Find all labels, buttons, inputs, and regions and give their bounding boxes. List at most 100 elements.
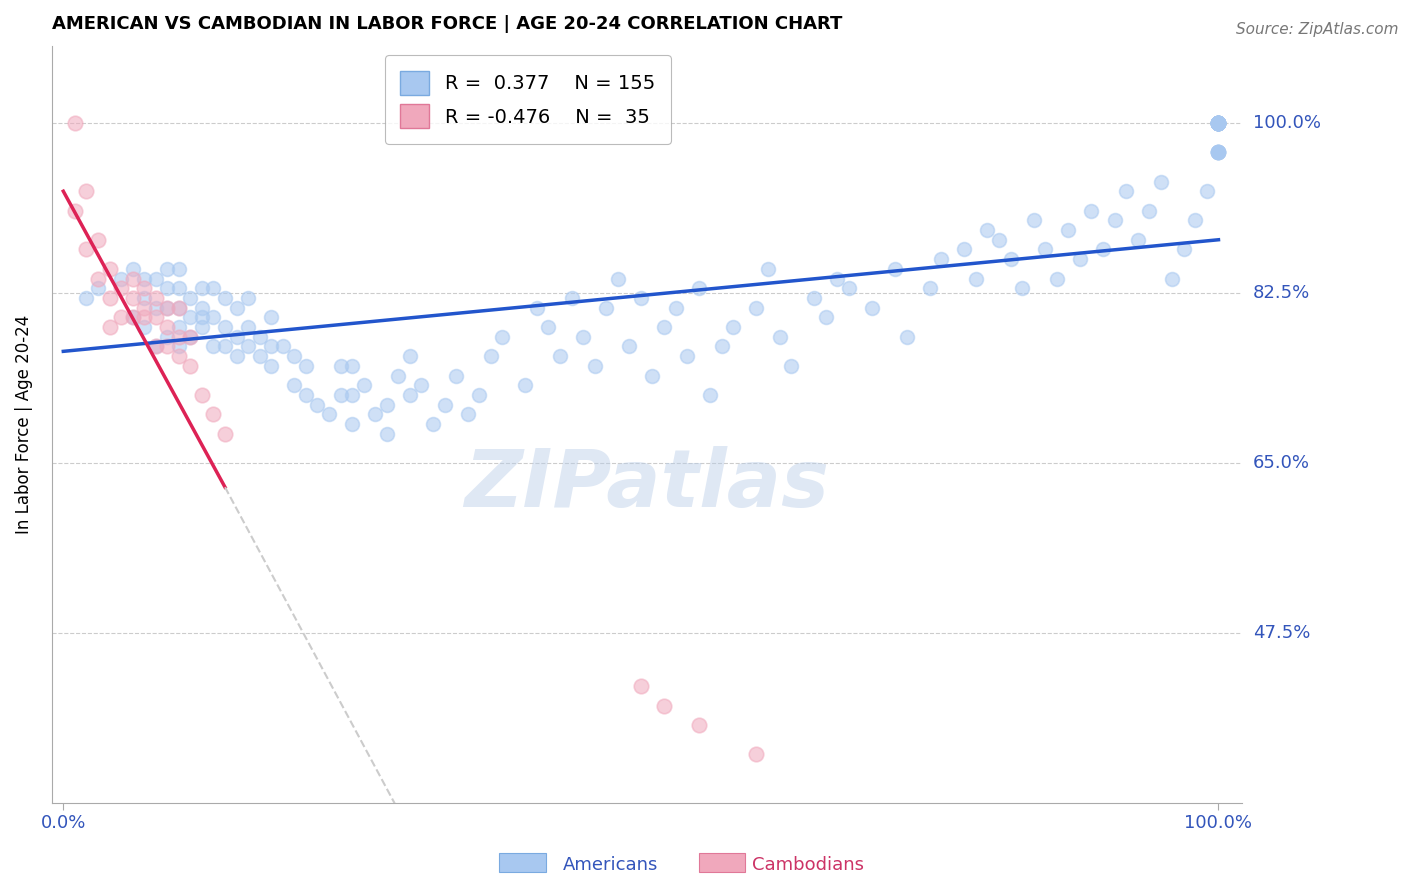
Point [1208,145,1230,160]
Point [399,349,422,363]
Point [353,378,375,392]
Point [145,291,167,305]
Point [457,408,479,422]
Point [75,291,97,305]
Point [134,310,156,325]
Point [1126,233,1149,247]
Point [1080,203,1102,218]
Point [537,320,560,334]
Point [202,408,225,422]
Point [1033,243,1056,257]
Point [1208,145,1230,160]
Point [411,378,433,392]
Point [283,378,305,392]
Point [745,747,768,761]
Point [515,378,537,392]
Point [283,349,305,363]
Point [630,679,652,693]
Point [688,281,710,295]
Point [134,281,156,295]
Point [652,320,675,334]
Point [583,359,606,373]
Point [422,417,444,431]
Point [1057,223,1080,237]
Y-axis label: In Labor Force | Age 20-24: In Labor Force | Age 20-24 [15,315,32,533]
Point [896,330,918,344]
Point [619,339,641,353]
Point [1115,184,1137,198]
Point [1208,145,1230,160]
Point [225,301,247,315]
Point [803,291,825,305]
Point [134,271,156,285]
Point [156,301,179,315]
Point [110,281,132,295]
Point [988,233,1011,247]
Point [1208,145,1230,160]
Point [260,310,283,325]
Text: 65.0%: 65.0% [1253,454,1310,472]
Point [214,339,236,353]
Point [260,359,283,373]
Point [145,339,167,353]
Point [145,271,167,285]
Point [526,301,548,315]
Point [1208,116,1230,130]
Point [121,310,143,325]
Point [444,368,467,383]
Point [745,301,768,315]
Point [827,271,849,285]
Point [98,261,121,276]
Point [63,203,86,218]
Point [179,359,201,373]
Point [1208,116,1230,130]
Point [1208,116,1230,130]
Point [329,388,352,402]
Point [1208,116,1230,130]
Point [236,291,259,305]
Point [295,388,318,402]
Point [676,349,699,363]
Point [595,301,617,315]
Point [191,301,214,315]
Point [121,291,143,305]
Point [1011,281,1033,295]
Point [884,261,907,276]
Point [953,243,976,257]
Point [1208,116,1230,130]
Point [63,116,86,130]
Point [1208,116,1230,130]
Point [1208,116,1230,130]
Point [814,310,837,325]
Point [548,349,571,363]
Point [838,281,860,295]
Point [1173,243,1195,257]
Point [249,330,271,344]
Point [318,408,340,422]
Point [468,388,491,402]
Point [179,310,201,325]
Text: Americans: Americans [562,856,658,874]
Point [1137,203,1160,218]
Point [1161,271,1184,285]
Point [167,330,190,344]
Point [572,330,595,344]
Point [295,359,318,373]
Point [387,368,409,383]
Text: Source: ZipAtlas.com: Source: ZipAtlas.com [1236,22,1399,37]
Point [641,368,664,383]
Point [271,339,294,353]
Point [652,698,675,713]
Point [249,349,271,363]
Point [606,271,628,285]
Point [1208,116,1230,130]
Point [1208,116,1230,130]
Point [976,223,998,237]
Point [399,388,422,402]
Point [225,349,247,363]
Point [1208,116,1230,130]
Point [1208,116,1230,130]
Point [167,301,190,315]
Point [561,291,583,305]
Point [121,261,143,276]
